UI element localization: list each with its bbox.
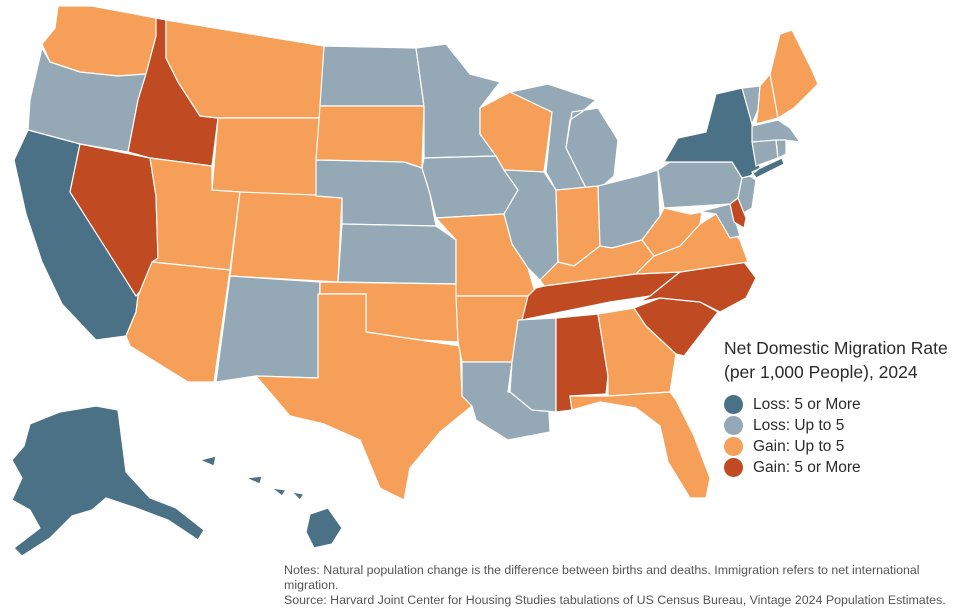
- legend-label: Gain: 5 or More: [753, 458, 861, 476]
- state-florida: [569, 391, 711, 499]
- state-colorado: [229, 191, 343, 283]
- legend-swatch: [724, 416, 743, 435]
- legend-swatch: [724, 437, 743, 456]
- notes: Notes: Natural population change is the …: [284, 563, 970, 608]
- state-illinois: [503, 169, 559, 281]
- state-arizona: [125, 261, 231, 383]
- legend-title: Net Domestic Migration Rate (per 1,000 P…: [724, 338, 948, 382]
- state-south-dakota: [315, 105, 425, 169]
- state-new-hampshire: [755, 73, 779, 125]
- state-mississippi: [509, 317, 557, 413]
- state-rhode-island: [775, 139, 787, 159]
- state-new-mexico: [215, 275, 321, 383]
- state-louisiana: [461, 361, 551, 441]
- state-north-dakota: [319, 45, 425, 107]
- legend-item-gain-5-or-more: Gain: 5 or More: [724, 457, 974, 478]
- legend-label: Gain: Up to 5: [753, 437, 845, 455]
- source-text: Source: Harvard Joint Center for Housing…: [284, 593, 946, 607]
- state-alaska: [11, 405, 205, 557]
- legend-swatch: [724, 395, 743, 414]
- state-kansas: [337, 223, 457, 285]
- state-pennsylvania: [657, 161, 743, 209]
- legend: Net Domestic Migration Rate (per 1,000 P…: [724, 336, 974, 478]
- state-delaware: [729, 197, 747, 229]
- state-hawaii: [199, 455, 343, 549]
- legend-item-gain-up-to-5: Gain: Up to 5: [724, 436, 974, 457]
- state-texas: [255, 293, 473, 501]
- legend-label: Loss: Up to 5: [753, 416, 845, 434]
- state-maine: [769, 29, 819, 119]
- legend-swatch: [724, 458, 743, 477]
- legend-item-loss-5-or-more: Loss: 5 or More: [724, 394, 974, 415]
- state-michigan: [509, 83, 619, 191]
- legend-item-loss-up-to-5: Loss: Up to 5: [724, 415, 974, 436]
- notes-text: Notes: Natural population change is the …: [284, 563, 920, 592]
- legend-label: Loss: 5 or More: [753, 395, 861, 413]
- state-wyoming: [211, 117, 321, 199]
